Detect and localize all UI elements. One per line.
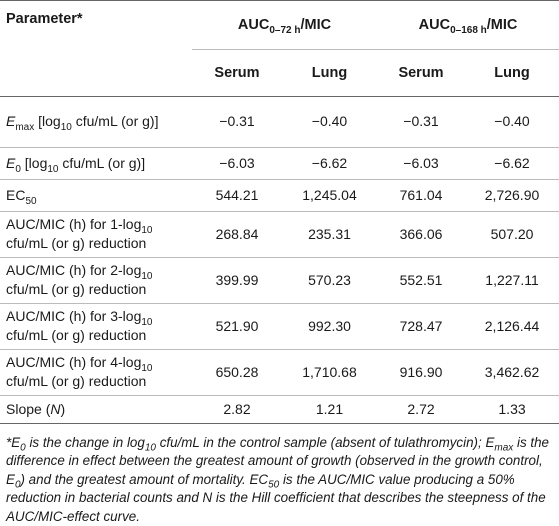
col-header-serum-168h: Serum [377,49,465,96]
row-label: Slope (N) [0,395,192,423]
table-row: E0 [log10 cfu/mL (or g)]−6.03−6.62−6.03−… [0,147,559,179]
table-row: Emax [log10 cfu/mL (or g)]−0.31−0.40−0.3… [0,96,559,147]
value-cell: −0.31 [377,96,465,147]
value-cell: 2.82 [192,395,282,423]
value-cell: 1.21 [282,395,377,423]
value-cell: 521.90 [192,303,282,349]
table-row: AUC/MIC (h) for 2-log10 cfu/mL (or g) re… [0,257,559,303]
col-header-serum-72h: Serum [192,49,282,96]
value-cell: −0.40 [282,96,377,147]
value-cell: 1.33 [465,395,559,423]
value-cell: −0.31 [192,96,282,147]
group-header-168h: AUC0–168 h/MIC [377,1,559,50]
row-label: Emax [log10 cfu/mL (or g)] [0,96,192,147]
value-cell: 1,227.11 [465,257,559,303]
row-label: EC50 [0,179,192,211]
row-label: AUC/MIC (h) for 3-log10 cfu/mL (or g) re… [0,303,192,349]
row-label: AUC/MIC (h) for 1-log10 cfu/mL (or g) re… [0,211,192,257]
value-cell: 1,245.04 [282,179,377,211]
table-row: AUC/MIC (h) for 4-log10 cfu/mL (or g) re… [0,349,559,395]
value-cell: 235.31 [282,211,377,257]
value-cell: 570.23 [282,257,377,303]
value-cell: 2.72 [377,395,465,423]
value-cell: −6.62 [282,147,377,179]
pkpd-table: Parameter* AUC0–72 h/MIC AUC0–168 h/MIC … [0,0,559,424]
value-cell: 507.20 [465,211,559,257]
value-cell: 761.04 [377,179,465,211]
value-cell: −0.40 [465,96,559,147]
table-row: AUC/MIC (h) for 3-log10 cfu/mL (or g) re… [0,303,559,349]
value-cell: −6.03 [377,147,465,179]
value-cell: 552.51 [377,257,465,303]
row-label: E0 [log10 cfu/mL (or g)] [0,147,192,179]
value-cell: −6.03 [192,147,282,179]
value-cell: 2,126.44 [465,303,559,349]
parameter-header: Parameter* [0,1,192,50]
row-label: AUC/MIC (h) for 2-log10 cfu/mL (or g) re… [0,257,192,303]
value-cell: 2,726.90 [465,179,559,211]
table-row: AUC/MIC (h) for 1-log10 cfu/mL (or g) re… [0,211,559,257]
col-header-lung-72h: Lung [282,49,377,96]
value-cell: 650.28 [192,349,282,395]
value-cell: 916.90 [377,349,465,395]
value-cell: −6.62 [465,147,559,179]
value-cell: 268.84 [192,211,282,257]
header-row-groups: Parameter* AUC0–72 h/MIC AUC0–168 h/MIC [0,1,559,50]
value-cell: 544.21 [192,179,282,211]
value-cell: 399.99 [192,257,282,303]
header-row-columns: Serum Lung Serum Lung [0,49,559,96]
value-cell: 366.06 [377,211,465,257]
value-cell: 728.47 [377,303,465,349]
value-cell: 1,710.68 [282,349,377,395]
row-label: AUC/MIC (h) for 4-log10 cfu/mL (or g) re… [0,349,192,395]
value-cell: 3,462.62 [465,349,559,395]
header-blank [0,49,192,96]
group-header-72h: AUC0–72 h/MIC [192,1,377,50]
col-header-lung-168h: Lung [465,49,559,96]
value-cell: 992.30 [282,303,377,349]
table-footnote: *E0 is the change in log10 cfu/mL in the… [0,424,559,526]
